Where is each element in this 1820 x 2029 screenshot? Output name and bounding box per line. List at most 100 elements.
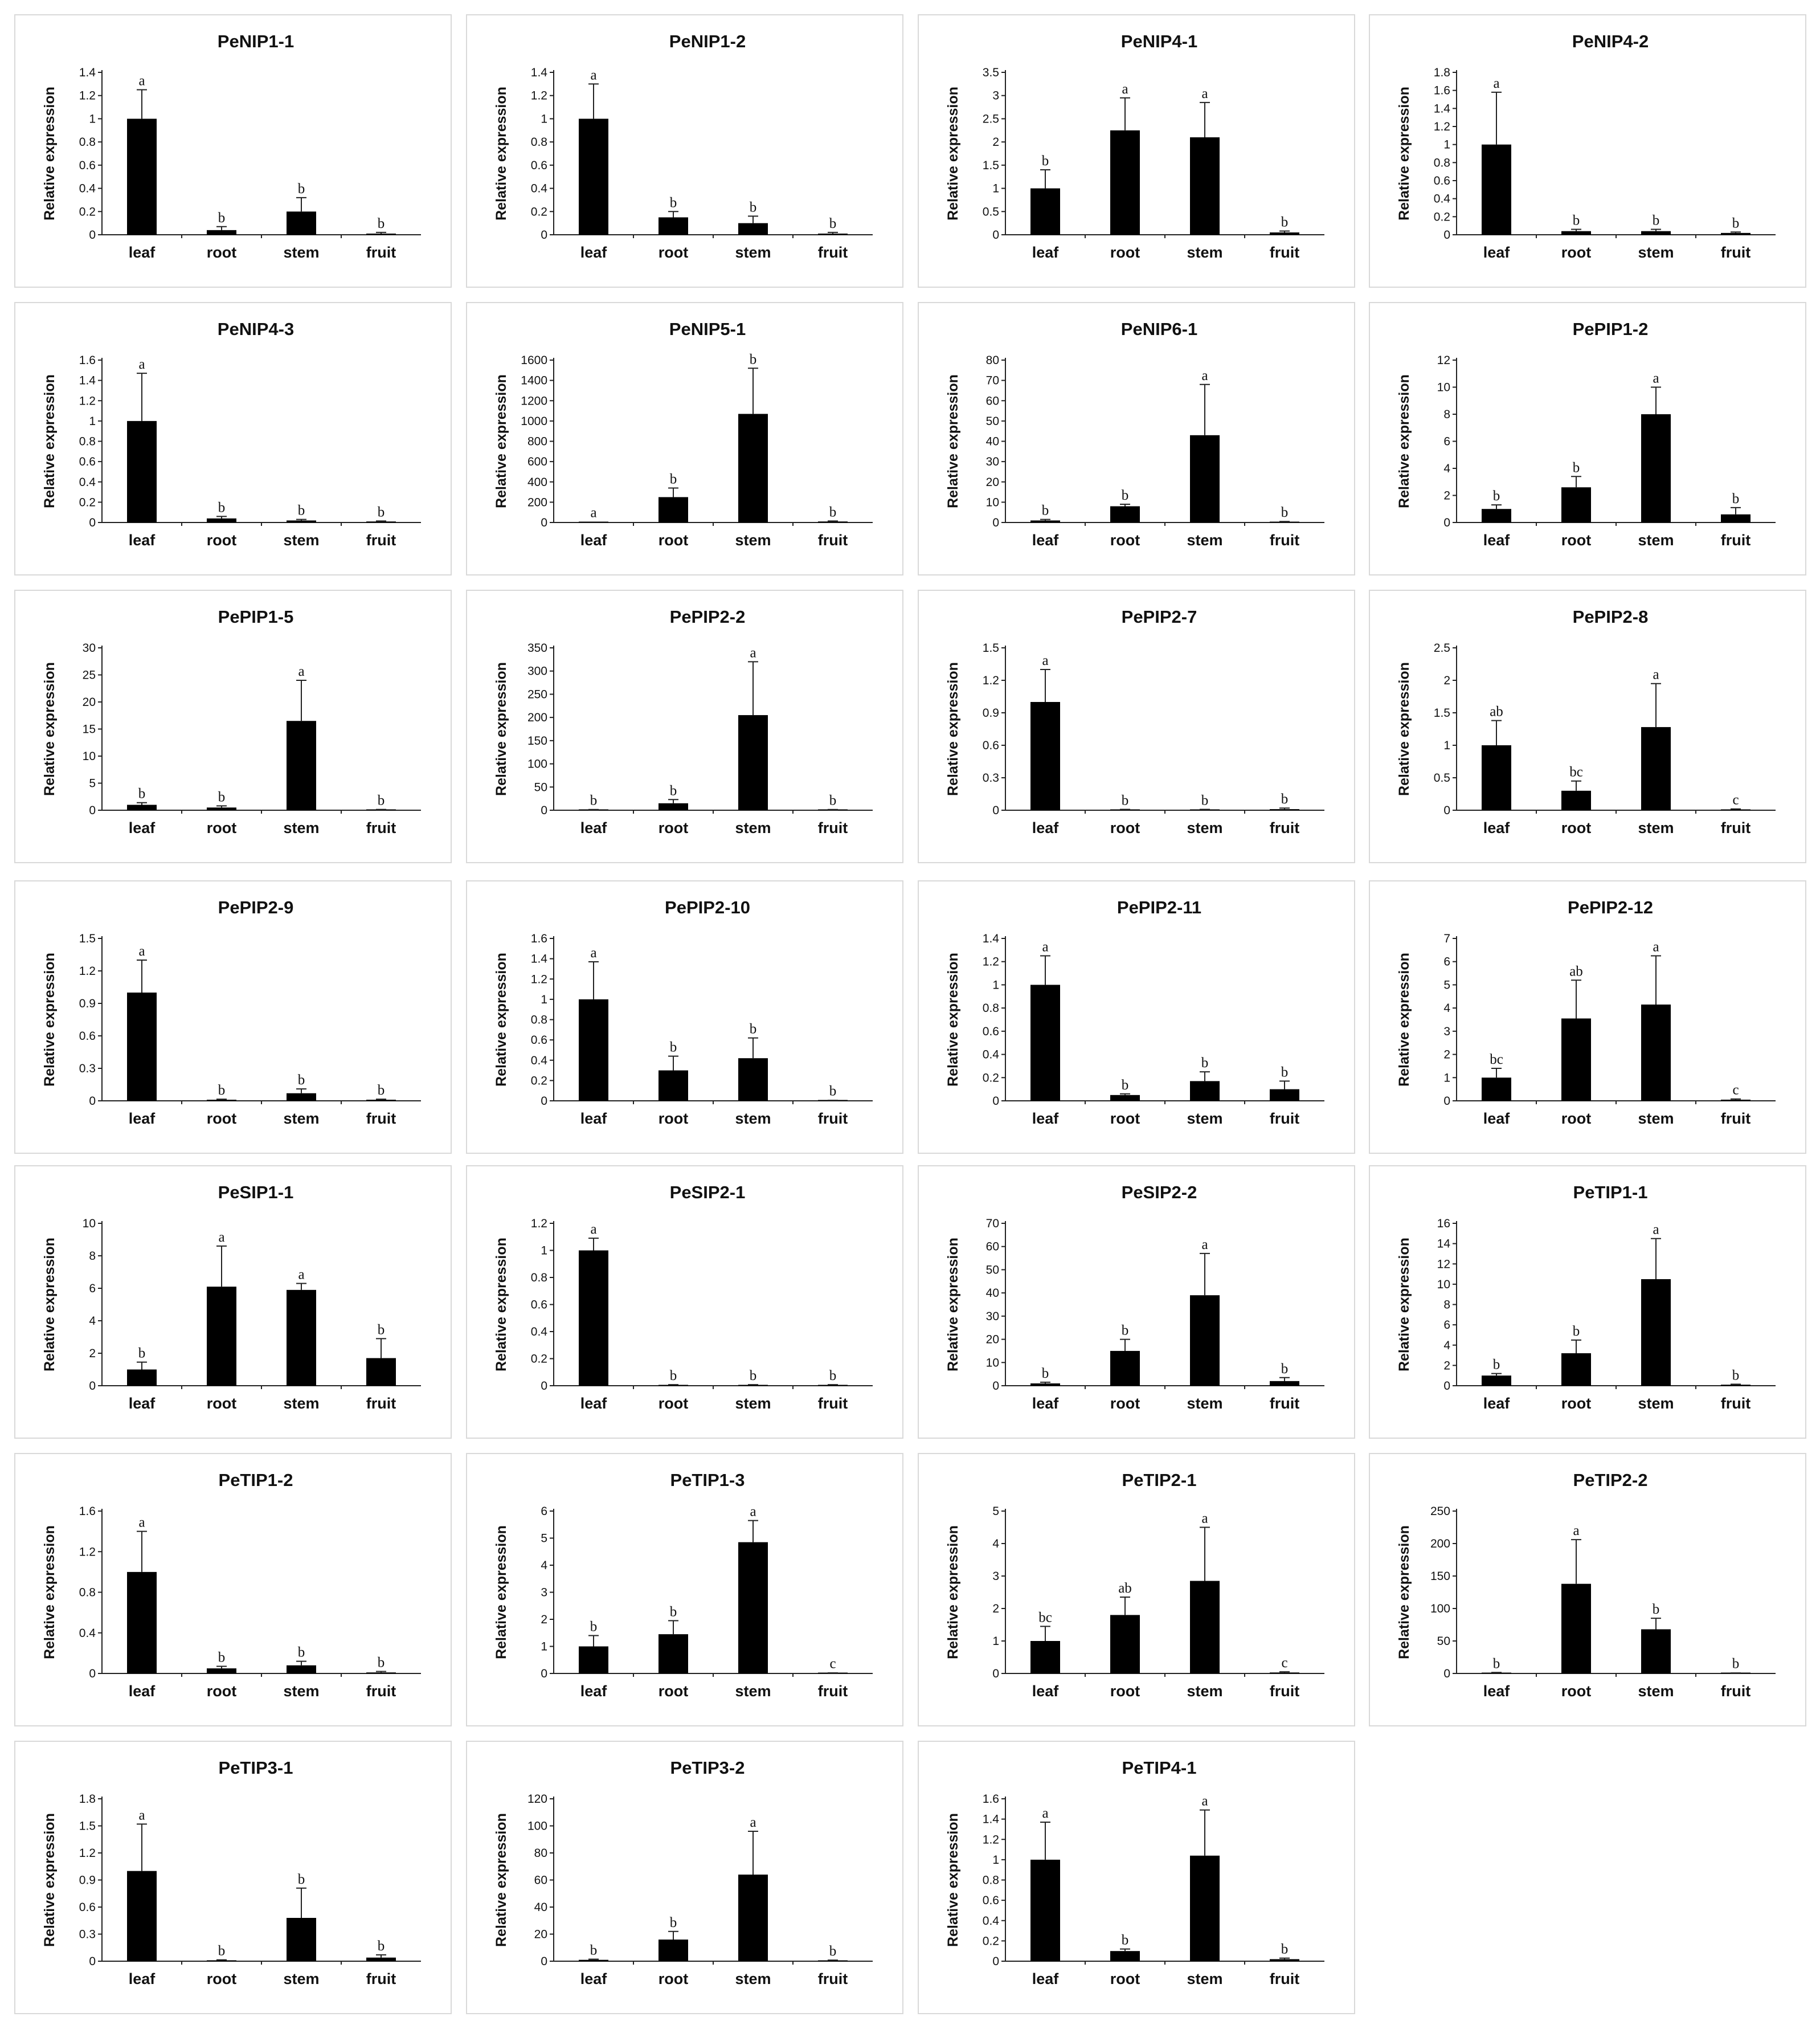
chart-panel: PePIP2-11 Relative expression 0 0.2 0.4 0.6 0.…	[918, 880, 1355, 1154]
significance-label: b	[1732, 1656, 1740, 1672]
x-category-label: fruit	[366, 1683, 396, 1700]
chart-title: PeNIP5-1	[669, 319, 746, 339]
y-tick-label: 0.8	[531, 1014, 547, 1027]
y-tick-label: 1.5	[79, 1820, 96, 1833]
y-tick-label: 80	[534, 1847, 547, 1860]
significance-label: b	[1732, 1367, 1740, 1383]
y-tick-label: 200	[527, 711, 547, 724]
y-tick-label: 4	[89, 1314, 96, 1328]
y-axis-label: Relative expression	[1396, 662, 1412, 796]
bar	[1561, 1018, 1591, 1101]
y-tick-label: 0.6	[531, 1034, 547, 1047]
x-category-label: fruit	[366, 1395, 396, 1412]
bar	[1110, 130, 1140, 235]
significance-label: b	[218, 1944, 226, 1959]
x-category-label: stem	[735, 244, 771, 261]
y-axis-label: Relative expression	[1396, 87, 1412, 221]
bar	[366, 521, 396, 522]
significance-label: b	[670, 195, 677, 210]
bar	[659, 497, 688, 522]
x-category-label: root	[659, 244, 688, 261]
y-axis-label: Relative expression	[945, 1813, 961, 1947]
x-category-label: stem	[283, 1395, 319, 1412]
bar	[1641, 727, 1671, 810]
y-tick-label: 0	[1443, 1379, 1450, 1393]
y-tick-label: 1.2	[79, 965, 96, 978]
chart-title: PeNIP4-3	[218, 319, 294, 339]
x-category-label: root	[207, 1970, 236, 1987]
y-tick-label: 0	[89, 1955, 96, 1968]
bar	[1561, 1583, 1591, 1673]
y-tick-label: 100	[527, 1820, 547, 1833]
x-category-label: leaf	[1032, 1395, 1060, 1412]
significance-label: a	[590, 505, 596, 521]
chart-svg: PePIP2-11 Relative expression 0 0.2 0.4 0.6 0.…	[945, 897, 1324, 1127]
chart-title: PeTIP2-2	[1573, 1470, 1648, 1490]
y-tick-label: 8	[1443, 1299, 1450, 1312]
x-category-label: stem	[1638, 244, 1674, 261]
chart-svg: PeTIP1-2 Relative expression 0 0.4 0.8 1.2 1.6…	[42, 1470, 421, 1700]
significance-label: b	[298, 503, 305, 519]
significance-label: b	[1122, 1933, 1129, 1948]
significance-label: b	[1653, 1602, 1660, 1617]
y-tick-label: 10	[83, 750, 96, 763]
bar	[127, 1871, 157, 1961]
x-category-label: leaf	[1483, 1110, 1511, 1127]
significance-label: bc	[1569, 765, 1583, 780]
y-tick-label: 1	[89, 415, 96, 428]
chart-title: PeTIP3-1	[219, 1758, 293, 1778]
y-tick-label: 1.2	[983, 956, 999, 969]
x-category-label: stem	[1638, 1395, 1674, 1412]
chart-panel: PeSIP2-2 Relative expression 0 10 20 30 40 50 60…	[918, 1165, 1355, 1439]
chart-panel: PeNIP4-3 Relative expression 0 0.2 0.4 0.6 0.8…	[14, 302, 452, 575]
y-axis-label: Relative expression	[945, 953, 961, 1087]
y-tick-label: 1	[541, 1640, 547, 1654]
bar	[1482, 144, 1511, 235]
y-tick-label: 0.6	[983, 1894, 999, 1907]
x-category-label: stem	[1187, 819, 1222, 836]
bar	[738, 1385, 768, 1386]
bar	[1561, 487, 1591, 522]
chart-panel: PePIP2-12 Relative expression 0 1 2 3 4 5 6 7 bc le…	[1369, 880, 1806, 1154]
bar	[207, 518, 236, 522]
y-axis-label: Relative expression	[42, 953, 58, 1087]
x-category-label: stem	[1638, 1110, 1674, 1127]
bar	[207, 1100, 236, 1101]
chart-panel: PeTIP3-1 Relative expression 0 0.3 0.6 0.9 1.2…	[14, 1741, 452, 2014]
x-category-label: leaf	[1032, 532, 1060, 549]
y-tick-label: 6	[89, 1282, 96, 1295]
bar	[207, 1668, 236, 1673]
x-category-label: leaf	[129, 532, 156, 549]
y-tick-label: 0.9	[983, 707, 999, 720]
y-tick-label: 250	[1430, 1505, 1450, 1518]
x-category-label: fruit	[1721, 1110, 1751, 1127]
y-tick-label: 1.2	[531, 1217, 547, 1230]
significance-label: a	[590, 67, 596, 83]
y-tick-label: 1.4	[79, 66, 96, 79]
y-tick-label: 600	[527, 455, 547, 468]
y-tick-label: 0	[541, 804, 547, 817]
y-tick-label: 1200	[521, 394, 547, 407]
significance-label: b	[1281, 791, 1289, 807]
x-category-label: leaf	[1483, 532, 1511, 549]
y-tick-label: 3	[992, 89, 999, 103]
chart-panel: PePIP2-2 Relative expression 0 50 100 150 200 2…	[466, 590, 903, 863]
y-tick-label: 0	[89, 1379, 96, 1393]
y-axis-label: Relative expression	[42, 374, 58, 508]
x-category-label: fruit	[366, 532, 396, 549]
y-tick-label: 3	[541, 1586, 547, 1599]
y-tick-label: 6	[1443, 956, 1450, 969]
bar	[366, 1100, 396, 1101]
bar	[207, 1960, 236, 1961]
significance-label: a	[1493, 76, 1499, 91]
x-category-label: fruit	[366, 1970, 396, 1987]
y-tick-label: 1.2	[79, 394, 96, 407]
bar	[287, 1289, 316, 1386]
y-tick-label: 2.5	[983, 112, 999, 125]
chart-panel: PePIP1-2 Relative expression 0 2 4 6 8 10 12 b lea…	[1369, 302, 1806, 575]
x-category-label: leaf	[580, 244, 608, 261]
y-tick-label: 0.6	[79, 1901, 96, 1914]
chart-panel: PeNIP1-2 Relative expression 0 0.2 0.4 0.6 0.8…	[466, 14, 903, 288]
y-tick-label: 1.2	[79, 1847, 96, 1860]
